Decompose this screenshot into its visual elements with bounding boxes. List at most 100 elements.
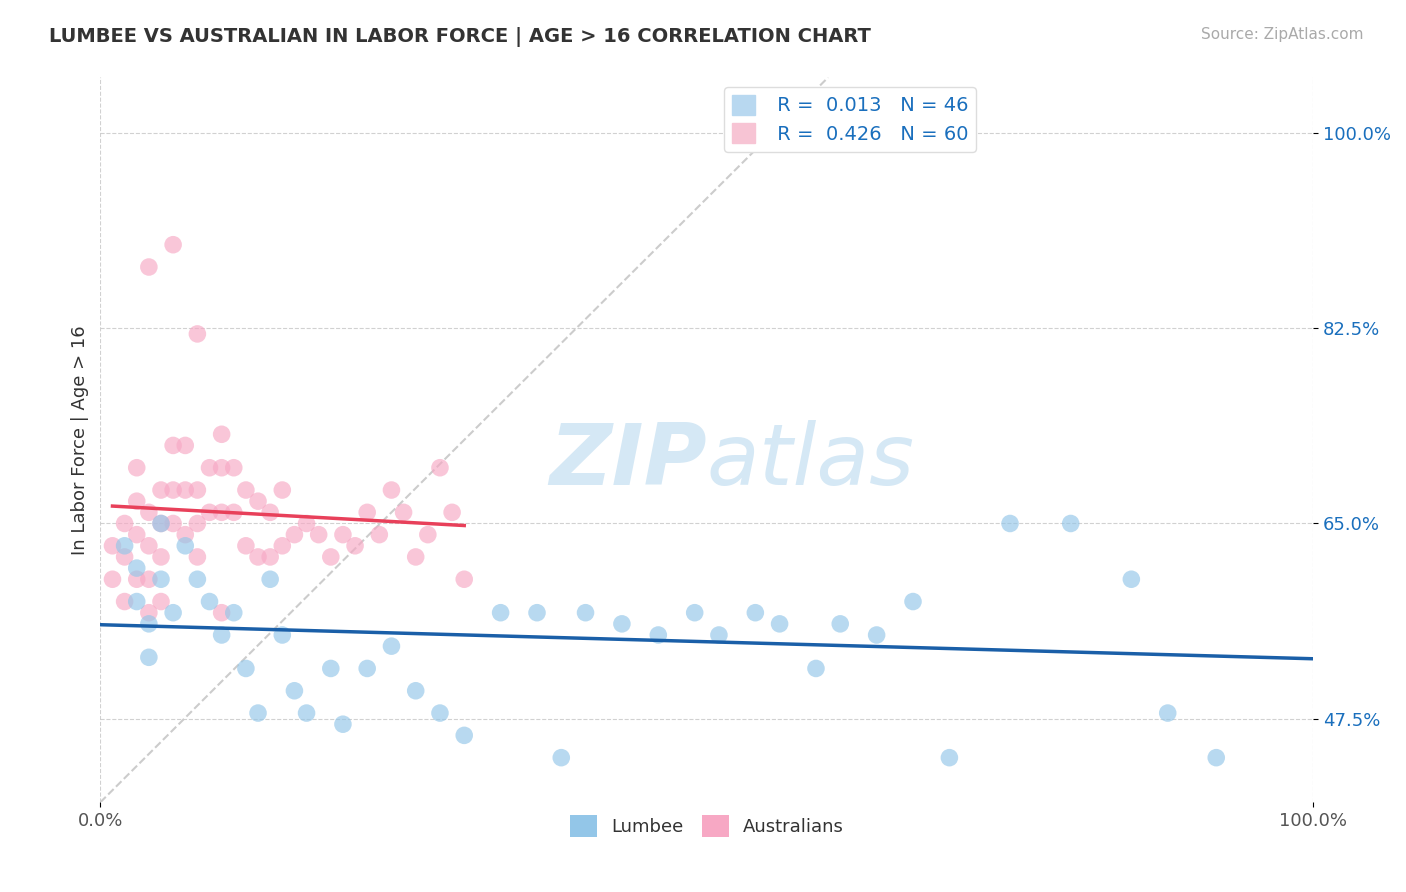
Australians	[271, 539, 294, 553]
Lumbee	[356, 661, 378, 675]
Australians	[150, 594, 173, 608]
Lumbee	[211, 628, 233, 642]
Lumbee	[768, 616, 790, 631]
Australians	[114, 516, 136, 531]
Lumbee	[1205, 750, 1227, 764]
Australians	[101, 539, 124, 553]
Australians	[453, 572, 475, 586]
Australians	[138, 572, 160, 586]
Australians	[235, 539, 257, 553]
Australians	[235, 483, 257, 497]
Australians	[308, 527, 330, 541]
Australians	[150, 483, 173, 497]
Australians	[150, 516, 173, 531]
Australians	[114, 549, 136, 564]
Lumbee	[707, 628, 730, 642]
Lumbee	[429, 706, 451, 720]
Lumbee	[319, 661, 342, 675]
Lumbee	[295, 706, 318, 720]
Lumbee	[283, 683, 305, 698]
Australians	[162, 483, 184, 497]
Australians	[162, 237, 184, 252]
Australians	[138, 539, 160, 553]
Lumbee	[162, 606, 184, 620]
Lumbee	[998, 516, 1021, 531]
Australians	[211, 427, 233, 442]
Australians	[114, 594, 136, 608]
Australians	[125, 572, 148, 586]
Lumbee	[453, 728, 475, 742]
Australians	[405, 549, 427, 564]
Lumbee	[235, 661, 257, 675]
Lumbee	[150, 516, 173, 531]
Lumbee	[744, 606, 766, 620]
Australians	[344, 539, 367, 553]
Lumbee	[259, 572, 281, 586]
Australians	[211, 606, 233, 620]
Lumbee	[380, 639, 402, 653]
Lumbee	[405, 683, 427, 698]
Lumbee	[865, 628, 887, 642]
Australians	[247, 549, 270, 564]
Text: atlas: atlas	[707, 420, 915, 503]
Lumbee	[247, 706, 270, 720]
Lumbee	[114, 539, 136, 553]
Lumbee	[186, 572, 208, 586]
Australians	[125, 494, 148, 508]
Lumbee	[174, 539, 197, 553]
Australians	[162, 438, 184, 452]
Australians	[283, 527, 305, 541]
Australians	[441, 505, 464, 519]
Australians	[392, 505, 415, 519]
Lumbee	[150, 572, 173, 586]
Australians	[150, 549, 173, 564]
Text: LUMBEE VS AUSTRALIAN IN LABOR FORCE | AGE > 16 CORRELATION CHART: LUMBEE VS AUSTRALIAN IN LABOR FORCE | AG…	[49, 27, 872, 46]
Y-axis label: In Labor Force | Age > 16: In Labor Force | Age > 16	[72, 325, 89, 555]
Australians	[319, 549, 342, 564]
Australians	[186, 549, 208, 564]
Australians	[222, 505, 245, 519]
Australians	[416, 527, 439, 541]
Lumbee	[804, 661, 827, 675]
Australians	[332, 527, 354, 541]
Legend: Lumbee, Australians: Lumbee, Australians	[562, 807, 851, 844]
Lumbee	[1157, 706, 1180, 720]
Australians	[429, 460, 451, 475]
Australians	[138, 606, 160, 620]
Lumbee	[526, 606, 548, 620]
Australians	[271, 483, 294, 497]
Australians	[259, 505, 281, 519]
Lumbee	[489, 606, 512, 620]
Australians	[138, 260, 160, 274]
Australians	[222, 460, 245, 475]
Lumbee	[1060, 516, 1083, 531]
Lumbee	[125, 561, 148, 575]
Lumbee	[647, 628, 669, 642]
Lumbee	[1121, 572, 1143, 586]
Lumbee	[198, 594, 221, 608]
Text: Source: ZipAtlas.com: Source: ZipAtlas.com	[1201, 27, 1364, 42]
Lumbee	[332, 717, 354, 731]
Lumbee	[222, 606, 245, 620]
Australians	[138, 505, 160, 519]
Australians	[368, 527, 391, 541]
Australians	[174, 527, 197, 541]
Australians	[380, 483, 402, 497]
Australians	[356, 505, 378, 519]
Australians	[101, 572, 124, 586]
Lumbee	[125, 594, 148, 608]
Australians	[198, 460, 221, 475]
Lumbee	[901, 594, 924, 608]
Lumbee	[938, 750, 960, 764]
Australians	[125, 527, 148, 541]
Lumbee	[683, 606, 706, 620]
Lumbee	[138, 650, 160, 665]
Australians	[162, 516, 184, 531]
Australians	[211, 505, 233, 519]
Australians	[125, 460, 148, 475]
Australians	[259, 549, 281, 564]
Lumbee	[550, 750, 572, 764]
Australians	[186, 483, 208, 497]
Lumbee	[138, 616, 160, 631]
Lumbee	[830, 616, 852, 631]
